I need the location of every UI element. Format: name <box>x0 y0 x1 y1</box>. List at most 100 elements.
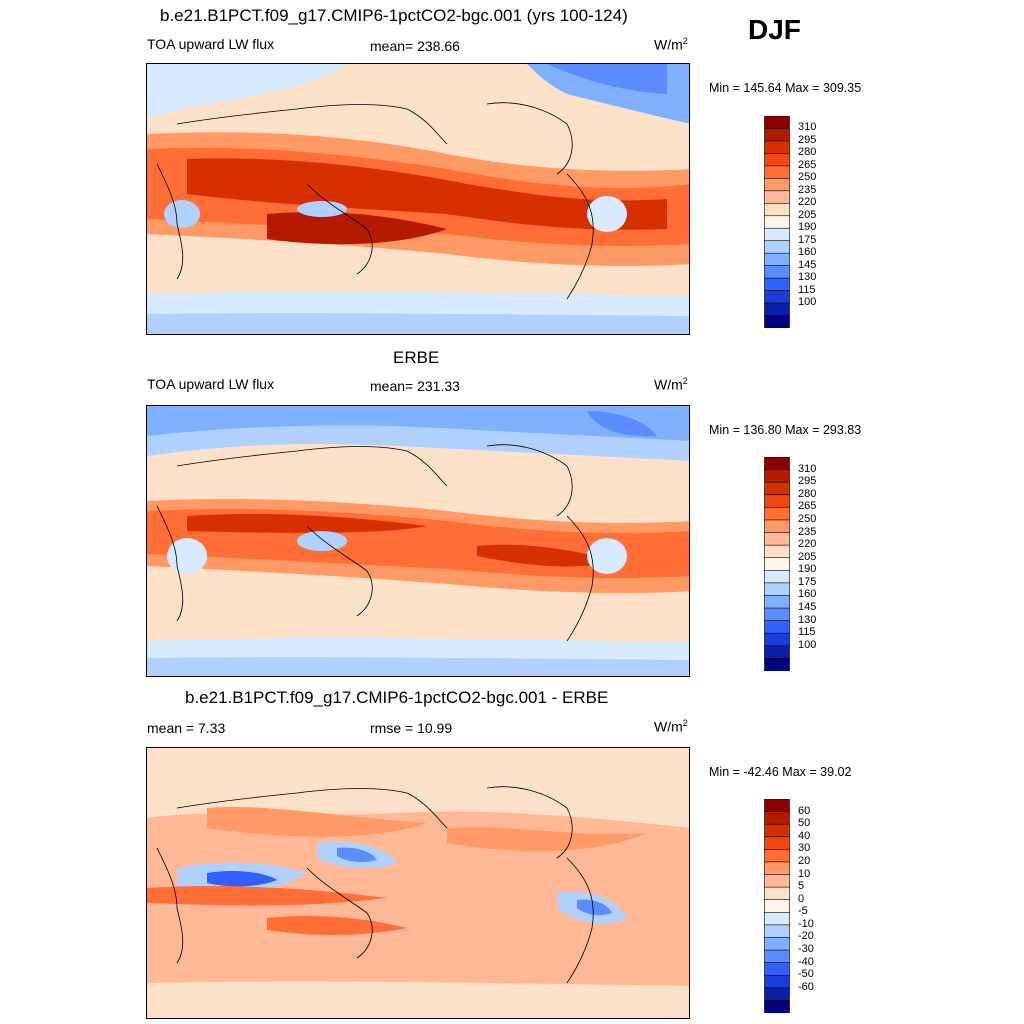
panel-3-map-svg <box>147 748 689 1018</box>
colorbar-swatch <box>764 277 790 292</box>
panel-1-title: b.e21.B1PCT.f09_g17.CMIP6-1pctCO2-bgc.00… <box>160 6 628 25</box>
colorbar-swatch <box>764 861 790 876</box>
panel-1-map-svg <box>147 64 689 334</box>
panel-2-colorbar <box>764 456 790 672</box>
colorbar-swatch <box>764 265 790 279</box>
colorbar-tick-label: 220 <box>798 196 817 209</box>
colorbar-tick-label: 130 <box>798 613 817 626</box>
colorbar-swatch <box>764 532 790 546</box>
panel-3-title: b.e21.B1PCT.f09_g17.CMIP6-1pctCO2-bgc.00… <box>185 688 609 707</box>
panel-1-variable-label: TOA upward LW flux <box>147 36 275 52</box>
colorbar-swatch <box>764 456 790 471</box>
colorbar-swatch <box>764 607 790 622</box>
colorbar-swatch <box>764 823 790 838</box>
colorbar-swatch <box>764 178 790 192</box>
colorbar-swatch <box>764 215 790 230</box>
colorbar-swatch <box>764 115 790 130</box>
panel-3-colorbar-svg <box>764 798 790 1014</box>
colorbar-tick-label: 30 <box>798 842 811 855</box>
colorbar-tick-label: 160 <box>798 246 817 259</box>
panel-3-mean: mean = 7.33 <box>147 720 226 736</box>
panel-2-map-svg <box>147 406 689 676</box>
colorbar-tick-label: 115 <box>798 283 816 296</box>
colorbar-tick-label: 250 <box>798 512 817 525</box>
colorbar-tick-label: 235 <box>798 183 817 196</box>
colorbar-swatch <box>764 128 790 142</box>
colorbar-tick-label: 40 <box>798 829 811 842</box>
panel-1-map <box>146 63 690 335</box>
colorbar-swatch <box>764 202 790 217</box>
colorbar-swatch <box>764 886 790 901</box>
colorbar-tick-label: -30 <box>798 943 814 956</box>
colorbar-swatch <box>764 290 790 304</box>
colorbar-swatch <box>764 987 790 1002</box>
colorbar-swatch <box>764 140 790 155</box>
colorbar-swatch <box>764 595 790 609</box>
colorbar-swatch <box>764 315 790 329</box>
colorbar-swatch <box>764 911 790 926</box>
colorbar-tick-label: 5 <box>798 880 805 893</box>
colorbar-tick-label: 265 <box>798 158 817 171</box>
colorbar-tick-label: 295 <box>798 133 817 146</box>
colorbar-tick-label: 100 <box>798 296 817 309</box>
colorbar-swatch <box>764 227 790 242</box>
colorbar-tick-label: 130 <box>798 271 817 284</box>
colorbar-tick-label: 280 <box>798 146 817 159</box>
panel-2-minmax: Min = 136.80 Max = 293.83 <box>709 423 862 437</box>
colorbar-swatch <box>764 481 790 496</box>
colorbar-tick-label: 50 <box>798 817 811 830</box>
colorbar-tick-label: 265 <box>798 500 817 513</box>
panel-1-minmax: Min = 145.64 Max = 309.35 <box>709 81 862 95</box>
colorbar-tick-label: -20 <box>798 930 814 943</box>
colorbar-tick-label: 280 <box>798 487 817 500</box>
panel-2-mean: mean= 231.33 <box>370 378 460 394</box>
panel-1-colorbar <box>764 115 790 329</box>
colorbar-swatch <box>764 153 790 167</box>
colorbar-swatch <box>764 1000 790 1014</box>
colorbar-tick-label: 220 <box>798 538 817 551</box>
panel-2-variable-label: TOA upward LW flux <box>147 376 275 392</box>
colorbar-tick-label: -5 <box>798 905 808 918</box>
colorbar-swatch <box>764 469 790 483</box>
panel-3-minmax: Min = -42.46 Max = 39.02 <box>709 765 852 779</box>
colorbar-swatch <box>764 645 790 660</box>
colorbar-tick-label: -50 <box>798 968 814 981</box>
colorbar-swatch <box>764 632 790 647</box>
colorbar-tick-label: 310 <box>798 121 817 134</box>
panel-1-mean: mean= 238.66 <box>370 38 460 54</box>
colorbar-swatch <box>764 836 790 851</box>
colorbar-tick-label: 175 <box>798 575 817 588</box>
colorbar-tick-label: 20 <box>798 854 811 867</box>
colorbar-swatch <box>764 949 790 964</box>
colorbar-swatch <box>764 811 790 825</box>
colorbar-swatch <box>764 190 790 205</box>
colorbar-tick-label: 145 <box>798 601 817 614</box>
panel-2-title: ERBE <box>393 348 440 367</box>
colorbar-tick-label: 145 <box>798 258 817 271</box>
colorbar-tick-label: 115 <box>798 626 816 639</box>
colorbar-swatch <box>764 798 790 813</box>
colorbar-swatch <box>764 494 790 509</box>
colorbar-tick-label: -60 <box>798 980 814 993</box>
colorbar-swatch <box>764 519 790 534</box>
colorbar-swatch <box>764 165 790 180</box>
colorbar-swatch <box>764 557 790 572</box>
colorbar-swatch <box>764 240 790 254</box>
colorbar-swatch <box>764 507 790 521</box>
colorbar-tick-label: 295 <box>798 475 817 488</box>
colorbar-tick-label: -10 <box>798 917 814 930</box>
colorbar-tick-label: 250 <box>798 171 817 184</box>
colorbar-tick-label: 160 <box>798 588 817 601</box>
colorbar-swatch <box>764 569 790 584</box>
season-label: DJF <box>748 14 801 45</box>
colorbar-swatch <box>764 544 790 559</box>
panel-3-rmse: rmse = 10.99 <box>370 720 453 736</box>
colorbar-tick-label: 190 <box>798 221 817 234</box>
colorbar-tick-label: 310 <box>798 462 817 475</box>
colorbar-swatch <box>764 658 790 672</box>
panel-2-colorbar-svg <box>764 456 790 672</box>
colorbar-tick-label: 100 <box>798 638 817 651</box>
colorbar-swatch <box>764 874 790 888</box>
colorbar-swatch <box>764 974 790 989</box>
panel-2-units: W/m2 <box>654 376 688 393</box>
